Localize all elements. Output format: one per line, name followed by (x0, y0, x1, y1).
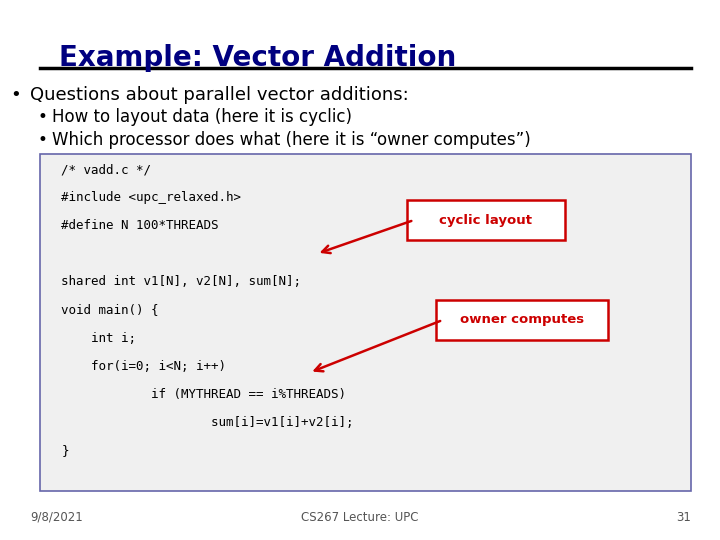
Text: Example: Vector Addition: Example: Vector Addition (59, 44, 456, 72)
Text: #define N 100*THREADS: #define N 100*THREADS (61, 219, 219, 232)
Text: How to layout data (here it is cyclic): How to layout data (here it is cyclic) (52, 108, 352, 126)
Text: Questions about parallel vector additions:: Questions about parallel vector addition… (30, 86, 409, 104)
FancyBboxPatch shape (436, 300, 608, 340)
Text: if (MYTHREAD == i%THREADS): if (MYTHREAD == i%THREADS) (61, 388, 346, 401)
Text: for(i=0; i<N; i++): for(i=0; i<N; i++) (61, 360, 226, 373)
Text: cyclic layout: cyclic layout (439, 213, 533, 227)
Text: CS267 Lecture: UPC: CS267 Lecture: UPC (301, 511, 419, 524)
Text: int i;: int i; (61, 332, 136, 345)
Text: }: } (61, 444, 68, 457)
Text: sum[i]=v1[i]+v2[i];: sum[i]=v1[i]+v2[i]; (61, 416, 354, 429)
Text: #include <upc_relaxed.h>: #include <upc_relaxed.h> (61, 191, 241, 204)
Text: owner computes: owner computes (460, 313, 584, 327)
FancyBboxPatch shape (40, 154, 691, 491)
Text: 31: 31 (676, 511, 691, 524)
Text: void main() {: void main() { (61, 303, 158, 316)
FancyBboxPatch shape (407, 200, 565, 240)
Text: 9/8/2021: 9/8/2021 (30, 511, 83, 524)
Text: •: • (37, 131, 48, 149)
Text: •: • (37, 108, 48, 126)
Text: shared int v1[N], v2[N], sum[N];: shared int v1[N], v2[N], sum[N]; (61, 275, 301, 288)
FancyArrowPatch shape (322, 221, 411, 253)
FancyArrowPatch shape (315, 321, 440, 372)
Text: /* vadd.c */: /* vadd.c */ (61, 163, 151, 176)
Text: Which processor does what (here it is “owner computes”): Which processor does what (here it is “o… (52, 131, 531, 149)
Text: •: • (10, 86, 21, 104)
